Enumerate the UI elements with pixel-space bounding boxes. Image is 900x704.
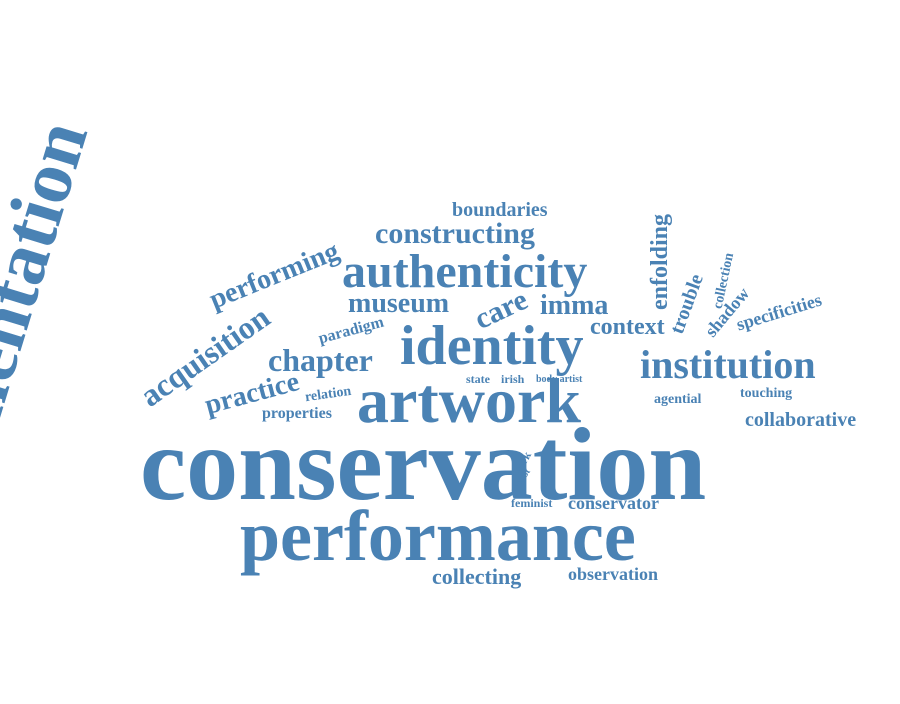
- word-chapter: chapter: [268, 342, 373, 378]
- word-properties: properties: [262, 405, 332, 422]
- word-enfolding: enfolding: [647, 213, 674, 311]
- word-state: state: [466, 372, 490, 386]
- word-collecting: collecting: [432, 564, 522, 589]
- word-performing: performing: [204, 235, 344, 316]
- word-institution: institution: [640, 342, 816, 387]
- word-museum: museum: [348, 288, 450, 319]
- word-agential: agential: [654, 392, 702, 407]
- word-documentation: documentation: [0, 111, 104, 601]
- word-relation: relation: [304, 383, 353, 406]
- word-observation: observation: [568, 564, 658, 584]
- word-identity: identity: [400, 315, 584, 377]
- word-feminist: feminist: [511, 496, 553, 510]
- word-conservator: conservator: [568, 493, 659, 513]
- word-collaborative: collaborative: [745, 409, 857, 431]
- word-touching: touching: [740, 386, 793, 401]
- word-conservation: conservation: [140, 407, 707, 522]
- word-boundaries: boundaries: [452, 199, 548, 221]
- word-irish: irish: [501, 372, 525, 386]
- word-imma: imma: [540, 290, 609, 321]
- word-context: context: [590, 314, 665, 340]
- word-artwork: artwork: [357, 365, 581, 436]
- word-authenticity: authenticity: [342, 245, 588, 298]
- word-body-artist: body artist: [536, 374, 583, 385]
- word-performance: performance: [240, 496, 636, 576]
- word-constructing: constructing: [375, 217, 535, 250]
